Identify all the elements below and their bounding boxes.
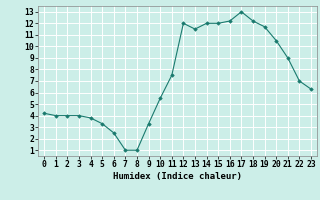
X-axis label: Humidex (Indice chaleur): Humidex (Indice chaleur): [113, 172, 242, 181]
